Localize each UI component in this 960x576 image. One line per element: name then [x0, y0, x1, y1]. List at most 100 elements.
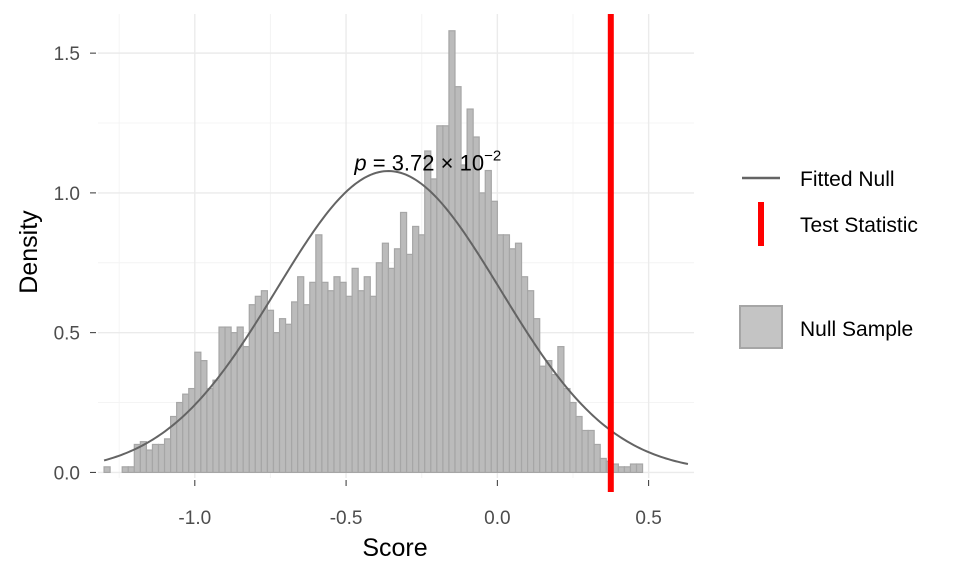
histogram-bar — [635, 463, 644, 474]
fitted-null-curve — [103, 170, 689, 465]
histogram-bar — [569, 401, 577, 474]
histogram-bar — [194, 351, 202, 474]
histogram-bar — [297, 276, 305, 474]
histogram-bar — [587, 429, 595, 474]
histogram-bar — [272, 332, 281, 474]
histogram-bar — [460, 164, 468, 474]
x-axis-title: Score — [362, 534, 427, 562]
histogram-bar — [345, 295, 353, 474]
histogram-bar — [581, 429, 589, 474]
histogram-bar — [399, 211, 408, 474]
histogram-bar — [121, 466, 129, 474]
histogram-bar — [151, 443, 160, 474]
histogram-bar — [502, 234, 511, 474]
histogram-bar — [224, 326, 232, 474]
histogram-bar — [381, 242, 390, 474]
histogram-bar — [405, 253, 414, 474]
p-times-ten: × 10 — [435, 151, 485, 176]
histogram-bar — [393, 248, 402, 474]
histogram-bar — [333, 276, 341, 474]
histogram-bar — [484, 169, 492, 474]
histogram-bar — [623, 466, 632, 474]
histogram-bar — [291, 301, 299, 474]
x-tick-label: 0.5 — [635, 508, 661, 529]
histogram-bar — [448, 30, 456, 474]
x-axis-ticks: -1.0 -0.5 0.0 0.5 — [178, 480, 662, 529]
legend-key-null-sample — [739, 305, 783, 349]
histogram-bar — [315, 234, 323, 474]
histogram-bar — [387, 267, 396, 474]
y-tick-label: 1.0 — [54, 184, 80, 205]
histogram-bar — [472, 136, 480, 474]
p-value-annotation: p = 3.72 × 10−2 — [353, 148, 501, 176]
histogram-bar — [309, 281, 317, 474]
histogram-bar — [490, 200, 498, 474]
histogram-bar — [430, 178, 438, 474]
x-tick-label: -0.5 — [330, 508, 363, 529]
histogram-bar — [260, 290, 269, 474]
histogram-bar — [145, 449, 154, 474]
histogram-bar — [617, 466, 626, 474]
legend-label-test-statistic: Test Statistic — [800, 214, 918, 237]
histogram-bar — [593, 443, 601, 474]
histogram-bar — [557, 346, 565, 474]
y-tick-label: 0.5 — [54, 324, 80, 345]
histogram-bar — [339, 281, 347, 474]
legend-label-null-sample: Null Sample — [800, 318, 913, 341]
histogram-bar — [363, 276, 371, 474]
histogram-bar — [284, 323, 293, 474]
histogram-bar — [357, 290, 365, 474]
histogram-bar — [454, 86, 462, 474]
histogram-bar — [212, 379, 220, 474]
histogram-bar — [508, 248, 517, 474]
histogram-bar — [242, 346, 250, 474]
histogram-bar — [321, 281, 329, 474]
histogram-bar — [188, 387, 196, 474]
legend: Fitted Null Test Statistic Null Sample — [739, 168, 918, 349]
histogram-bar — [206, 387, 214, 474]
histogram-bar — [436, 125, 444, 474]
histogram-bar — [351, 267, 359, 474]
y-axis-title: Density — [15, 210, 43, 294]
histogram-bar — [127, 466, 135, 474]
histogram-bar — [327, 290, 335, 474]
histogram-bar — [533, 318, 541, 474]
histogram-bar — [163, 438, 172, 474]
p-equals: = — [367, 151, 392, 176]
histogram-bar — [629, 463, 638, 474]
histogram-bar — [563, 387, 571, 474]
histogram-bar — [496, 234, 505, 474]
histogram-bar — [182, 393, 190, 474]
histogram-bar — [157, 443, 166, 474]
y-tick-label: 0.0 — [54, 463, 80, 484]
p-mantissa: 3.72 — [392, 151, 435, 176]
histogram-bar — [520, 276, 529, 474]
histogram-bar — [103, 466, 111, 474]
histogram-bar — [424, 150, 432, 474]
legend-label-fitted-null: Fitted Null — [800, 168, 895, 191]
histogram-bar — [412, 225, 420, 474]
histogram-bar — [176, 401, 184, 474]
histogram-bar — [375, 262, 383, 474]
histogram-bar — [539, 365, 547, 474]
p-symbol: p — [353, 151, 366, 176]
histogram-bars — [103, 30, 644, 474]
p-exponent: −2 — [484, 148, 501, 165]
histogram-bar — [478, 192, 486, 474]
y-axis-ticks: 0.0 0.5 1.0 1.5 — [54, 44, 96, 484]
histogram-bar — [278, 318, 287, 474]
histogram-bar — [218, 326, 226, 474]
histogram-bar — [551, 373, 559, 474]
y-tick-label: 1.5 — [54, 44, 80, 65]
histogram-bar — [200, 360, 208, 474]
histogram-bar — [514, 242, 523, 474]
histogram-bar — [527, 290, 535, 474]
histogram-bar — [418, 234, 426, 474]
histogram-bar — [575, 415, 583, 474]
histogram-bar — [545, 360, 553, 474]
histogram-bar — [266, 309, 275, 474]
x-tick-label: -1.0 — [178, 508, 211, 529]
histogram-bar — [442, 125, 450, 474]
histogram-bar — [303, 304, 311, 474]
